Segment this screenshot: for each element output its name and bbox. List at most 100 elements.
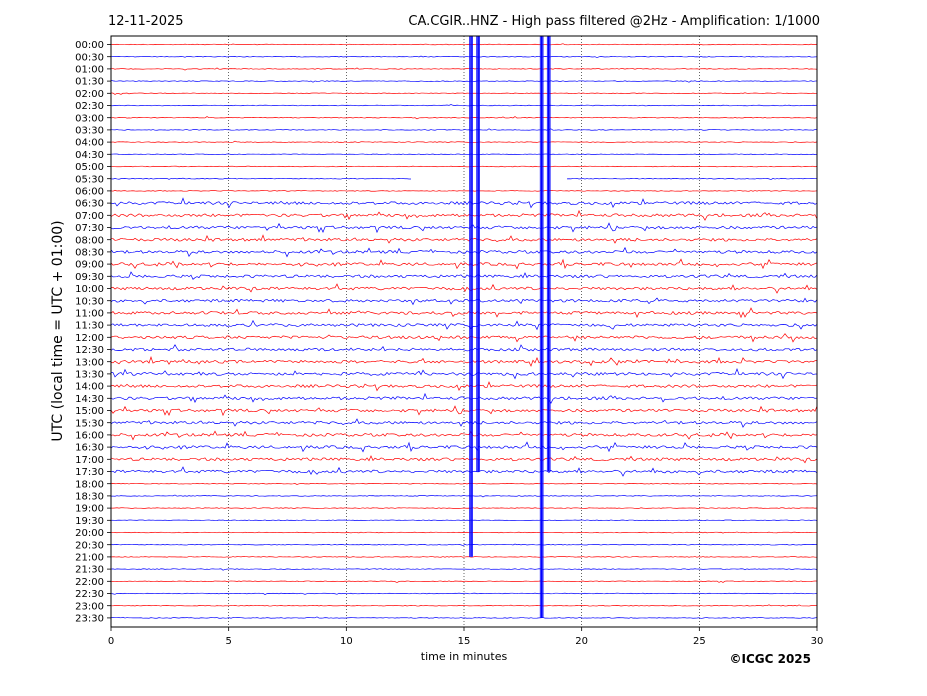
row-label-0100: 01:00 bbox=[75, 65, 104, 76]
row-label-1830: 18:30 bbox=[75, 492, 104, 503]
row-label-1130: 11:30 bbox=[75, 321, 104, 332]
trace-0000 bbox=[110, 43, 818, 46]
trace-1630 bbox=[110, 441, 818, 453]
row-label-0630: 06:30 bbox=[75, 199, 104, 210]
row-label-0000: 00:00 bbox=[75, 40, 104, 51]
xtick-label-0: 0 bbox=[108, 636, 114, 647]
row-label-0300: 03:00 bbox=[75, 113, 104, 124]
row-label-0030: 00:30 bbox=[75, 52, 104, 63]
row-label-0400: 04:00 bbox=[75, 138, 104, 149]
row-label-1730: 17:30 bbox=[75, 467, 104, 478]
row-label-1330: 13:30 bbox=[75, 370, 104, 381]
xtick-label-25: 25 bbox=[693, 636, 706, 647]
trace-1100 bbox=[110, 307, 818, 319]
row-label-1100: 11:00 bbox=[75, 309, 104, 320]
trace-0400 bbox=[110, 140, 818, 143]
trace-1430 bbox=[110, 392, 818, 404]
row-label-0430: 04:30 bbox=[75, 150, 104, 161]
row-label-0230: 02:30 bbox=[75, 101, 104, 112]
row-label-0930: 09:30 bbox=[75, 272, 104, 283]
row-label-0500: 05:00 bbox=[75, 162, 104, 173]
xtick-label-10: 10 bbox=[340, 636, 353, 647]
trace-0500 bbox=[110, 165, 818, 168]
vertical-gridlines bbox=[228, 36, 700, 627]
event-spikes bbox=[469, 36, 551, 618]
chart-title: CA.CGIR..HNZ - High pass filtered @2Hz -… bbox=[408, 14, 820, 29]
trace-1800 bbox=[110, 482, 818, 485]
trace-1300 bbox=[110, 356, 818, 367]
row-label-1630: 16:30 bbox=[75, 443, 104, 454]
trace-1330 bbox=[110, 367, 818, 380]
row-label-1930: 19:30 bbox=[75, 516, 104, 527]
row-label-2230: 22:30 bbox=[75, 589, 104, 600]
row-label-0730: 07:30 bbox=[75, 223, 104, 234]
row-label-1200: 12:00 bbox=[75, 333, 104, 344]
trace-1400 bbox=[110, 381, 818, 392]
chart-date: 12-11-2025 bbox=[108, 14, 184, 29]
trace-0430 bbox=[110, 153, 818, 156]
x-axis-ticks: 0 5 10 15 20 25 30 bbox=[108, 627, 824, 647]
trace-1700 bbox=[110, 455, 818, 464]
trace-1000 bbox=[110, 283, 818, 294]
row-label-0200: 02:00 bbox=[75, 89, 104, 100]
row-label-0900: 09:00 bbox=[75, 260, 104, 271]
trace-0300 bbox=[110, 116, 818, 120]
trace-0600 bbox=[110, 189, 818, 192]
trace-1600 bbox=[110, 429, 818, 441]
row-label-1500: 15:00 bbox=[75, 406, 104, 417]
trace-0200 bbox=[110, 92, 818, 95]
copyright-label: ©ICGC 2025 bbox=[729, 652, 811, 666]
trace-1530 bbox=[110, 418, 818, 428]
trace-2030 bbox=[110, 543, 817, 546]
xtick-label-30: 30 bbox=[811, 636, 824, 647]
trace-2000 bbox=[110, 531, 818, 534]
trace-1030 bbox=[110, 297, 818, 306]
y-axis-label: UTC (local time = UTC + 01:00) bbox=[50, 220, 66, 441]
row-label-1230: 12:30 bbox=[75, 345, 104, 356]
trace-0700 bbox=[110, 209, 818, 221]
row-label-2330: 23:30 bbox=[75, 614, 104, 625]
trace-1900 bbox=[110, 507, 818, 509]
row-label-0130: 01:30 bbox=[75, 77, 104, 88]
trace-0730 bbox=[110, 222, 818, 234]
row-label-1030: 10:30 bbox=[75, 296, 104, 307]
row-label-0530: 05:30 bbox=[75, 174, 104, 185]
row-label-1800: 18:00 bbox=[75, 479, 104, 490]
trace-2200 bbox=[110, 580, 818, 583]
trace-0630 bbox=[110, 197, 818, 209]
x-axis-label: time in minutes bbox=[421, 650, 508, 663]
trace-0330 bbox=[110, 128, 818, 131]
row-label-1400: 14:00 bbox=[75, 382, 104, 393]
trace-0800 bbox=[110, 234, 818, 244]
trace-2230 bbox=[110, 592, 818, 595]
trace-0930 bbox=[110, 271, 818, 280]
plot-frame bbox=[110, 35, 818, 628]
row-label-0330: 03:30 bbox=[75, 126, 104, 137]
trace-0130 bbox=[110, 79, 818, 83]
row-label-0700: 07:00 bbox=[75, 211, 104, 222]
xtick-label-20: 20 bbox=[575, 636, 588, 647]
trace-0100 bbox=[110, 67, 818, 71]
trace-1200 bbox=[110, 333, 818, 343]
row-label-1430: 14:30 bbox=[75, 394, 104, 405]
row-label-2100: 21:00 bbox=[75, 553, 104, 564]
trace-0530 bbox=[110, 177, 818, 180]
seismic-traces bbox=[110, 43, 818, 619]
row-label-0600: 06:00 bbox=[75, 187, 104, 198]
trace-1930 bbox=[110, 519, 818, 522]
row-label-1300: 13:00 bbox=[75, 357, 104, 368]
row-label-1600: 16:00 bbox=[75, 431, 104, 442]
row-label-2030: 20:30 bbox=[75, 540, 104, 551]
row-label-0800: 08:00 bbox=[75, 235, 104, 246]
trace-1830 bbox=[110, 494, 818, 498]
row-label-2200: 22:00 bbox=[75, 577, 104, 588]
xtick-label-15: 15 bbox=[458, 636, 471, 647]
trace-2100 bbox=[110, 556, 817, 558]
row-label-1530: 15:30 bbox=[75, 418, 104, 429]
trace-0230 bbox=[110, 104, 818, 107]
trace-1130 bbox=[110, 319, 818, 331]
trace-0030 bbox=[110, 55, 818, 59]
row-label-1900: 19:00 bbox=[75, 504, 104, 515]
